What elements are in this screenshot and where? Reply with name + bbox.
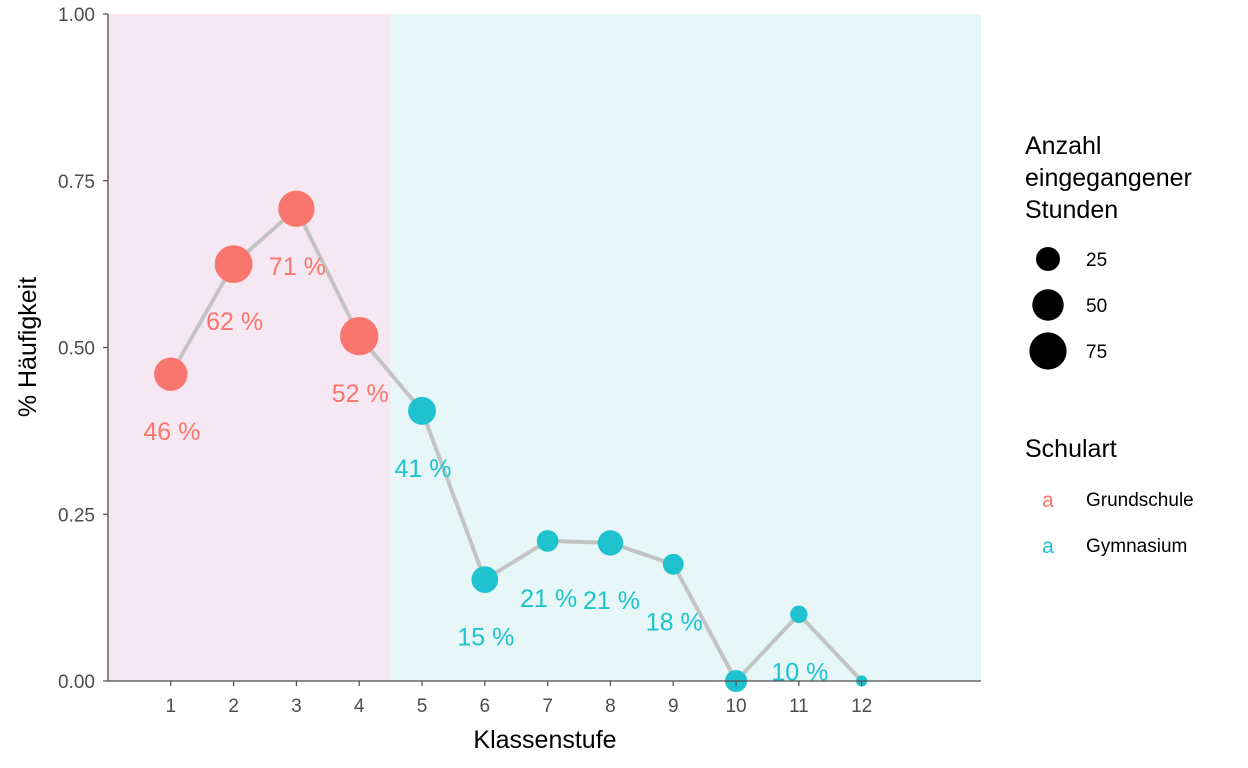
data-label-7: 21 % xyxy=(520,585,577,613)
data-point-2 xyxy=(214,245,253,284)
y-tick-label-1.00: 1.00 xyxy=(58,5,95,26)
data-point-8 xyxy=(597,530,624,556)
data-point-1 xyxy=(154,357,188,391)
y-tick-label-0.50: 0.50 xyxy=(58,339,95,360)
x-tick-label-9: 9 xyxy=(668,696,679,717)
data-label-9: 18 % xyxy=(646,608,703,636)
data-point-7 xyxy=(536,530,559,552)
x-tick-label-6: 6 xyxy=(480,696,491,717)
data-label-4: 52 % xyxy=(332,380,389,408)
x-tick-label-2: 2 xyxy=(228,696,239,717)
data-point-4 xyxy=(340,316,379,356)
color-legend-key-grundschule: a xyxy=(1042,489,1054,512)
x-tick-label-1: 1 xyxy=(166,696,177,717)
size-legend-key-25 xyxy=(1036,247,1060,271)
color-legend-label-grundschule: Grundschule xyxy=(1086,490,1194,511)
size-legend-label-75: 75 xyxy=(1086,342,1107,363)
x-tick-label-5: 5 xyxy=(417,696,428,717)
data-point-3 xyxy=(278,190,315,227)
y-tick-label-0.75: 0.75 xyxy=(58,172,95,193)
size-legend-key-75 xyxy=(1029,332,1067,370)
x-tick-label-3: 3 xyxy=(291,696,302,717)
x-tick-label-11: 11 xyxy=(789,696,809,717)
x-tick-label-4: 4 xyxy=(354,696,365,717)
data-label-3: 71 % xyxy=(269,253,326,281)
data-points xyxy=(154,190,868,693)
size-legend-title-line-3: Stunden xyxy=(1025,196,1118,224)
data-point-5 xyxy=(408,396,436,425)
color-legend-label-gymnasium: Gymnasium xyxy=(1086,536,1187,557)
size-legend-items: 25 50 75 xyxy=(1029,247,1107,370)
data-label-6: 15 % xyxy=(457,624,514,652)
data-point-9 xyxy=(662,553,684,575)
background-bands xyxy=(108,14,982,681)
size-legend-title-line-2: eingegangener xyxy=(1025,164,1192,192)
data-label-2: 62 % xyxy=(206,308,263,336)
data-label-1: 46 % xyxy=(143,418,200,446)
color-legend-title: Schulart xyxy=(1025,435,1117,463)
x-tick-label-10: 10 xyxy=(725,696,746,717)
data-labels: 46 %62 %71 %52 %41 %15 %21 % 21 %18 %10 % xyxy=(143,253,828,687)
background-band-grundschule xyxy=(108,14,391,681)
size-legend-label-50: 50 xyxy=(1086,296,1107,317)
tick-labels: 1 2 3 4 5 6 7 8 9 10 11 120.000.250.500.751.00 xyxy=(58,5,872,717)
data-label-8: 21 % xyxy=(583,587,640,615)
x-tick-label-12: 12 xyxy=(851,696,872,717)
x-tick-label-7: 7 xyxy=(542,696,553,717)
x-axis-title: Klassenstufe xyxy=(473,726,616,754)
data-label-11: 10 % xyxy=(771,658,828,686)
data-point-11 xyxy=(790,605,808,623)
size-legend-label-25: 25 xyxy=(1086,250,1107,271)
y-axis-title: % Häufigkeit xyxy=(14,277,42,417)
x-tick-label-8: 8 xyxy=(605,696,616,717)
y-tick-label-0.00: 0.00 xyxy=(58,672,95,693)
y-tick-label-0.25: 0.25 xyxy=(58,505,95,526)
size-legend-key-50 xyxy=(1032,289,1064,321)
data-point-6 xyxy=(471,566,499,593)
size-legend-title-line-1: Anzahl xyxy=(1025,132,1101,160)
color-legend-items: a Grundschule a Gymnasium xyxy=(1042,489,1194,558)
legend: Anzahl eingegangener Stunden 25 50 75 Schu… xyxy=(1025,132,1194,558)
color-legend-key-gymnasium: a xyxy=(1042,535,1054,558)
data-label-5: 41 % xyxy=(395,455,452,483)
